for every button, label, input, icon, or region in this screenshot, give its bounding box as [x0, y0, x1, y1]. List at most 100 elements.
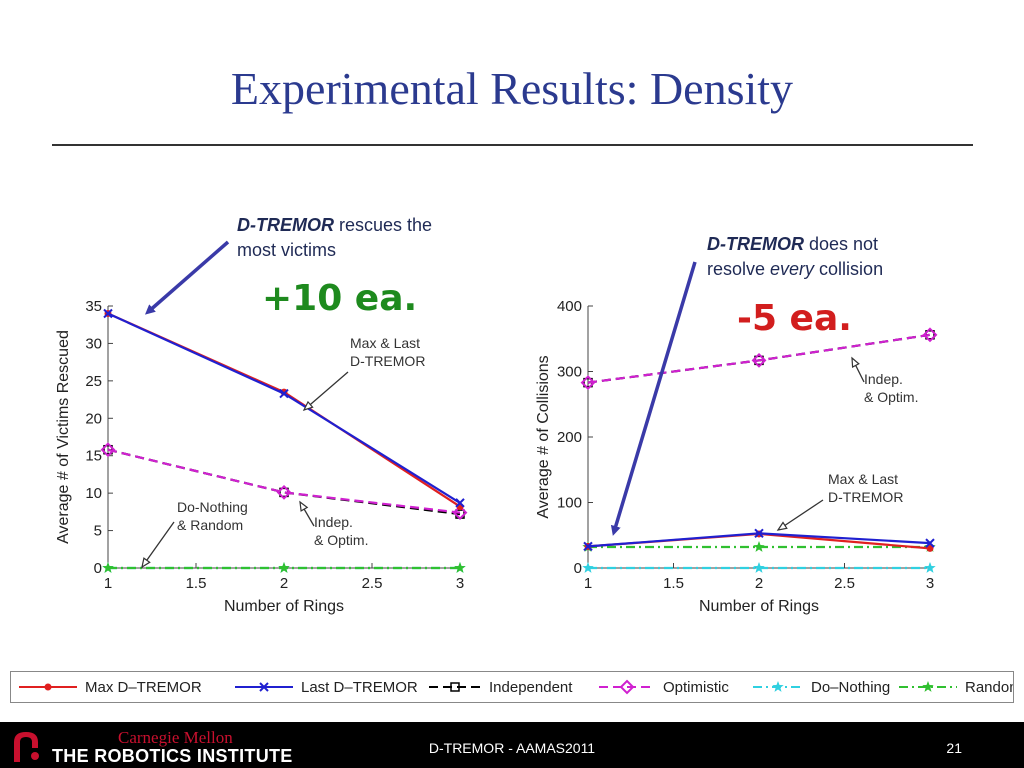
- data-point: [580, 375, 596, 391]
- series-1: [103, 308, 465, 508]
- callout-text: D-TREMOR: [350, 353, 425, 369]
- x-tick-label: 2: [280, 575, 288, 592]
- annotation-right: D-TREMOR does not resolve every collisio…: [707, 232, 883, 282]
- logo-carnegie-mellon: Carnegie Mellon: [118, 728, 233, 747]
- series-line: [587, 333, 931, 384]
- x-axis-label: Number of Rings: [699, 598, 819, 615]
- callout-arrowhead: [302, 400, 314, 412]
- callout-arrow: [303, 371, 349, 411]
- callout-arrowhead: [141, 557, 151, 569]
- data-point: [102, 562, 114, 573]
- x-tick-label: 3: [926, 575, 934, 592]
- annotation-right-line2em: every: [770, 259, 815, 279]
- data-point: [922, 327, 938, 343]
- annotation-right-line2b: collision: [814, 259, 884, 279]
- callout-arrowhead: [776, 521, 788, 531]
- logo-robotics-institute: THE ROBOTICS INSTITUTE: [52, 746, 293, 766]
- data-point: [454, 562, 466, 573]
- y-tick-label: 25: [85, 373, 102, 390]
- legend-marker: [44, 683, 52, 691]
- callout-arrowhead: [851, 356, 860, 368]
- legend-item: Optimistic: [599, 679, 729, 696]
- cmu-logo-icon: [14, 732, 39, 762]
- x-tick-label: 1: [104, 575, 112, 592]
- data-point: [924, 562, 936, 573]
- callout-text: Indep.: [314, 514, 353, 530]
- legend-marker: [772, 681, 784, 692]
- legend-item: Independent: [429, 679, 573, 696]
- y-tick-label: 300: [557, 364, 582, 381]
- y-tick-label: 5: [94, 523, 102, 540]
- data-point: [753, 562, 765, 573]
- y-tick-label: 35: [85, 298, 102, 315]
- title-divider: [52, 144, 973, 146]
- y-tick-label: 0: [94, 560, 102, 577]
- legend-marker: [450, 682, 460, 692]
- data-point: [452, 505, 468, 521]
- legend-label: Optimistic: [663, 679, 729, 696]
- series-3: [100, 442, 468, 521]
- y-tick-label: 15: [85, 448, 102, 465]
- x-tick-label: 2.5: [362, 575, 383, 592]
- legend-svg: Max D–TREMOR Last D–TREMOR Independent Opti…: [19, 679, 1022, 696]
- callout-arrow: [777, 499, 824, 531]
- y-tick-label: 20: [85, 410, 102, 427]
- y-tick-label: 100: [557, 495, 582, 512]
- legend-marker: [922, 681, 934, 692]
- x-tick-label: 2: [755, 575, 763, 592]
- legend-item: Do–Nothing: [753, 679, 890, 696]
- data-point: [279, 388, 289, 399]
- callout-text: D-TREMOR: [828, 489, 903, 505]
- y-axis-label: Average # of Victims Rescued: [55, 330, 72, 544]
- callout: Do-Nothing & Random: [141, 499, 248, 569]
- annotation-right-line2a: resolve: [707, 259, 771, 279]
- series-line: [107, 448, 461, 514]
- annotation-right-strong: D-TREMOR: [707, 234, 804, 254]
- x-tick-label: 1: [584, 575, 592, 592]
- axes: 0 100 200 300 400 1 1.5 2 2.5 3: [557, 298, 934, 592]
- annotation-left-rest: rescues the: [334, 215, 433, 235]
- callout-text: Do-Nothing: [177, 499, 248, 515]
- callout: Indep. & Optim.: [851, 356, 918, 405]
- data-point: [754, 528, 764, 538]
- legend-item: Random: [899, 679, 1022, 696]
- callout-arrow: [141, 521, 175, 568]
- callout: Max & Last D-TREMOR: [776, 471, 903, 531]
- callout-text: & Optim.: [314, 532, 368, 548]
- data-point: [753, 541, 765, 552]
- legend-item: Last D–TREMOR: [235, 679, 418, 696]
- chart-legend: Max D–TREMOR Last D–TREMOR Independent Opti…: [10, 671, 1022, 703]
- callout: Indep. & Optim.: [299, 500, 368, 548]
- legend-label: Last D–TREMOR: [301, 679, 418, 696]
- y-tick-label: 400: [557, 298, 582, 315]
- page-number: 21: [946, 740, 962, 756]
- x-tick-label: 1.5: [186, 575, 207, 592]
- arrow-left-icon: [144, 240, 230, 315]
- callout-text: Indep.: [864, 371, 903, 387]
- legend-label: Max D–TREMOR: [85, 679, 202, 696]
- legend-item: Max D–TREMOR: [19, 679, 202, 696]
- y-axis-label: Average # of Collisions: [535, 355, 552, 518]
- annotation-left-strong: D-TREMOR: [237, 215, 334, 235]
- data-point: [103, 308, 113, 319]
- legend-marker: [619, 679, 635, 695]
- y-tick-label: 30: [85, 335, 102, 352]
- footer-bar: Carnegie Mellon THE ROBOTICS INSTITUTE D…: [0, 722, 1024, 768]
- chart-collisions: 0 100 200 300 400 1 1.5 2 2.5 3 Number of Rings Ave…: [535, 298, 938, 615]
- data-point: [926, 544, 934, 552]
- annotation-right-big: -5 ea.: [737, 298, 852, 339]
- series-1: [583, 528, 935, 552]
- chart-victims-rescued: 0 5 10 15 20 25 30 35 1 1.5 2 2.5 3 Number of Rings Av…: [55, 298, 468, 615]
- y-tick-label: 0: [574, 560, 582, 577]
- annotation-right-rest: does not: [804, 234, 879, 254]
- callout-text: Max & Last: [350, 335, 420, 351]
- data-point: [276, 484, 292, 500]
- data-point: [583, 541, 593, 552]
- y-tick-label: 10: [85, 485, 102, 502]
- x-tick-label: 3: [456, 575, 464, 592]
- annotation-left: D-TREMOR rescues the most victims: [237, 213, 432, 263]
- x-axis-label: Number of Rings: [224, 598, 344, 615]
- data-point: [278, 562, 290, 573]
- series-5: [102, 562, 466, 573]
